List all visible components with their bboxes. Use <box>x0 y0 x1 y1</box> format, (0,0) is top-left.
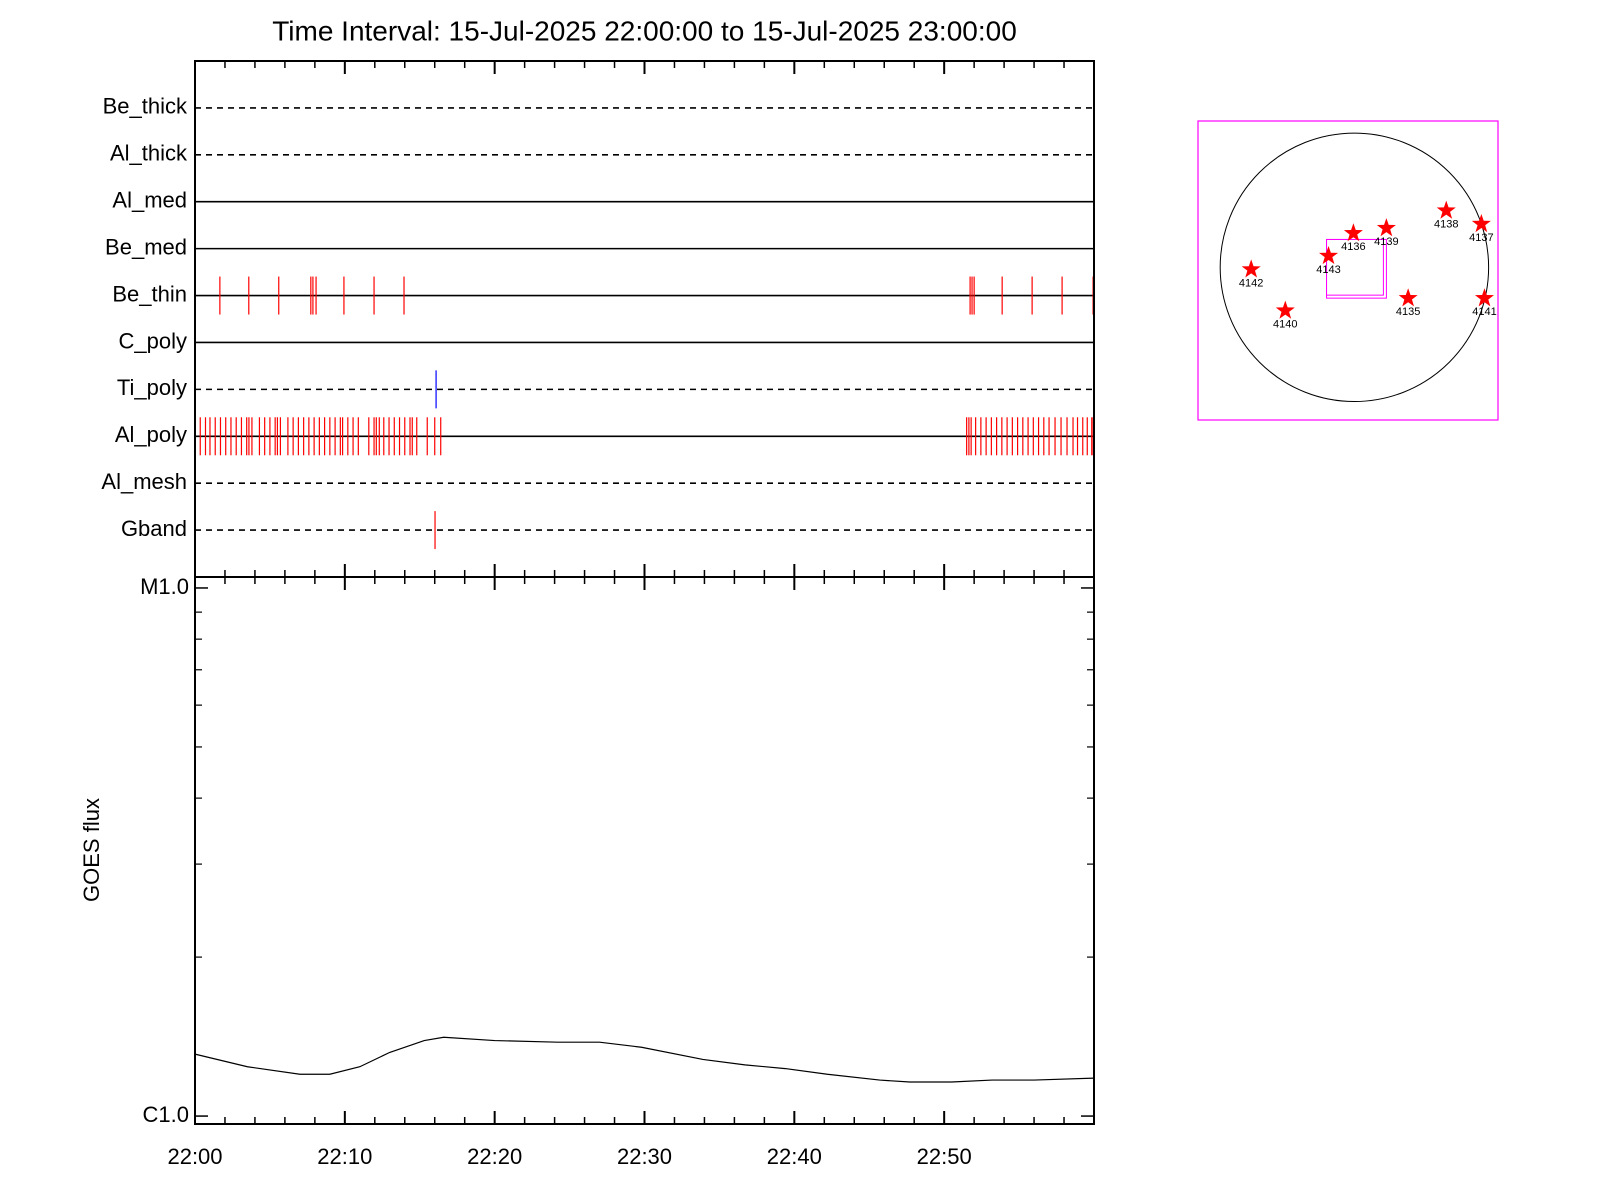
x-tick-label: 22:50 <box>917 1144 972 1169</box>
region-marker <box>1275 300 1295 319</box>
solar-disk <box>1219 132 1490 403</box>
fov-box <box>1326 238 1387 299</box>
row-label: Al_thick <box>110 141 188 166</box>
chart-title: Time Interval: 15-Jul-2025 22:00:00 to 1… <box>272 15 1017 46</box>
region-label: 4140 <box>1273 319 1297 331</box>
region-label: 4138 <box>1434 219 1458 231</box>
region-label: 4143 <box>1316 264 1340 276</box>
y-tick-label: M1.0 <box>140 574 189 599</box>
region-marker <box>1398 288 1418 307</box>
region-marker <box>1474 288 1494 307</box>
flux-line <box>194 1036 1095 1083</box>
row-label: Be_thin <box>112 281 187 306</box>
region-marker <box>1241 259 1261 278</box>
plot-frame <box>194 60 1095 578</box>
row-label: Be_med <box>105 234 187 259</box>
region-label: 4141 <box>1472 306 1496 318</box>
row-label: Gband <box>121 516 187 541</box>
x-tick-label: 22:20 <box>467 1144 522 1169</box>
region-marker <box>1436 200 1456 219</box>
row-label: Ti_poly <box>117 375 187 400</box>
region-label: 4136 <box>1341 241 1365 253</box>
region-marker <box>1471 213 1491 233</box>
row-label: Al_mesh <box>101 469 187 494</box>
row-label: Al_med <box>112 188 187 213</box>
row-label: Be_thick <box>103 94 188 119</box>
x-tick-label: 22:40 <box>767 1144 822 1169</box>
plot-frame <box>194 576 1095 1125</box>
region-label: 4139 <box>1374 236 1398 248</box>
y-tick-label: C1.0 <box>143 1102 189 1127</box>
row-label: Al_poly <box>115 422 187 447</box>
region-label: 4137 <box>1469 232 1493 244</box>
region-marker <box>1319 245 1339 265</box>
x-tick-label: 22:10 <box>317 1144 372 1169</box>
region-marker <box>1343 223 1363 242</box>
map-frame <box>1197 120 1499 421</box>
y-axis-label: GOES flux <box>79 798 104 902</box>
row-label: C_poly <box>119 328 187 353</box>
x-tick-label: 22:30 <box>617 1144 672 1169</box>
region-label: 4142 <box>1239 277 1263 289</box>
x-tick-label: 22:00 <box>167 1144 222 1169</box>
region-label: 4135 <box>1396 306 1420 318</box>
region-marker <box>1376 218 1396 237</box>
